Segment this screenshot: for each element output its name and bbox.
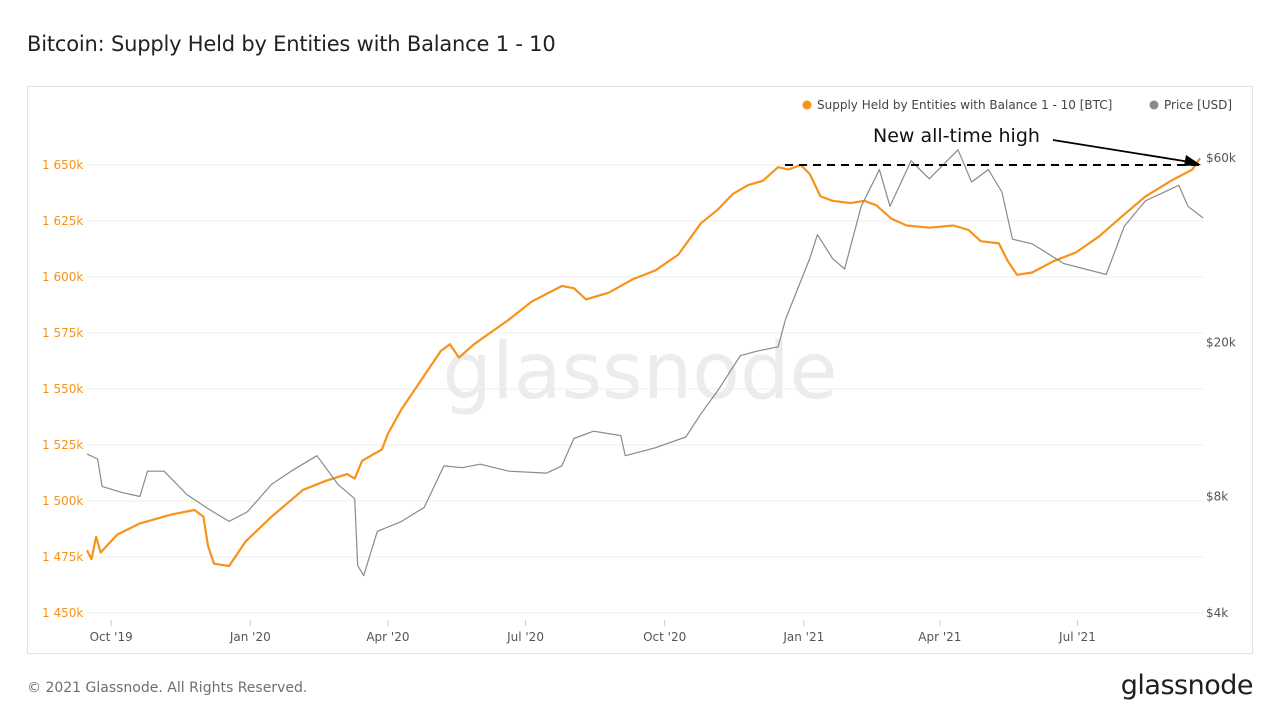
copyright-text: © 2021 Glassnode. All Rights Reserved. [27, 680, 308, 696]
y-right-tick-label: $60k [1206, 151, 1236, 165]
supply-series-line [86, 157, 1201, 568]
annotation-arrow-line [1052, 139, 1191, 163]
y-left-tick-label: 1 550k [42, 382, 83, 396]
watermark-text: glassnode [443, 327, 838, 417]
legend-supply-label: Supply Held by Entities with Balance 1 -… [817, 98, 1112, 112]
y-left-tick-label: 1 575k [42, 326, 83, 340]
x-tick-label: Apr '21 [918, 630, 961, 644]
legend-price-label: Price [USD] [1164, 98, 1232, 112]
chart-panel [27, 86, 1253, 654]
x-tick-label: Apr '20 [366, 630, 409, 644]
x-tick-label: Oct '20 [643, 630, 686, 644]
legend-price-swatch [1149, 100, 1159, 110]
y-left-tick-label: 1 525k [42, 438, 83, 452]
y-left-tick-label: 1 625k [42, 214, 83, 228]
x-tick-label: Jul '21 [1058, 630, 1096, 644]
y-left-tick-label: 1 450k [42, 606, 83, 620]
y-right-tick-label: $8k [1206, 490, 1228, 504]
x-tick-label: Jan '20 [229, 630, 271, 644]
x-tick-label: Jul '20 [506, 630, 544, 644]
x-tick-label: Jan '21 [782, 630, 824, 644]
y-left-tick-label: 1 500k [42, 494, 83, 508]
y-left-tick-label: 1 650k [42, 158, 83, 172]
legend-supply-swatch [802, 100, 812, 110]
x-tick-label: Oct '19 [90, 630, 133, 644]
y-left-tick-label: 1 600k [42, 270, 83, 284]
price-series-line [86, 149, 1204, 577]
glassnode-logo[interactable]: glassnode [1120, 670, 1254, 701]
y-right-tick-label: $4k [1206, 606, 1228, 620]
y-left-tick-label: 1 475k [42, 550, 83, 564]
annotation-text: New all-time high [873, 125, 1040, 147]
y-right-tick-label: $20k [1206, 336, 1236, 350]
annotation-arrowhead-icon [1184, 155, 1201, 166]
chart-title: Bitcoin: Supply Held by Entities with Ba… [27, 32, 556, 56]
